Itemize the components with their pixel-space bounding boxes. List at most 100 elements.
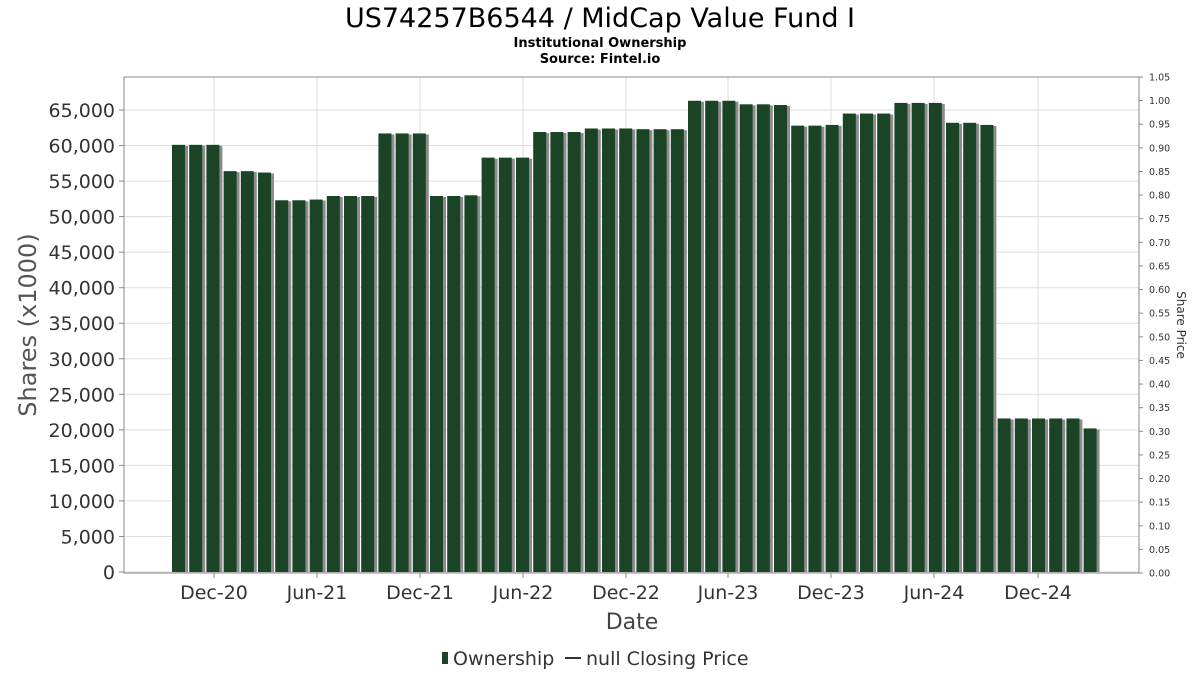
ownership-bar	[275, 200, 289, 572]
y2-tick-label: 0.55	[1149, 309, 1170, 320]
y2-tick-label: 0.75	[1149, 214, 1170, 225]
ownership-bar	[189, 144, 203, 572]
ownership-bar	[258, 172, 271, 572]
ownership-bar	[1066, 418, 1080, 572]
ownership-bar	[791, 125, 805, 572]
ownership-bar	[928, 102, 942, 573]
x-tick-label: Dec-22	[592, 582, 660, 604]
y2-tick-label: 0.05	[1149, 545, 1170, 556]
y-tick-label: 30,000	[49, 349, 115, 371]
y-tick-label: 10,000	[49, 491, 115, 513]
ownership-bar	[533, 132, 547, 572]
ownership-bar	[670, 129, 684, 572]
legend-price-label: null Closing Price	[586, 648, 749, 670]
y-tick-label: 25,000	[49, 384, 115, 406]
ownership-bar	[464, 195, 478, 573]
y2-tick-label: 0.00	[1149, 569, 1170, 580]
ownership-bar	[1032, 418, 1045, 572]
y2-tick-label: 0.15	[1149, 498, 1170, 509]
x-axis: Dec-20 Jun-21 Dec-21 Jun-22 Dec-22 Jun-23 Dec-…	[180, 573, 1072, 604]
x-tick-label: Dec-23	[797, 582, 865, 604]
y-tick-label: 65,000	[49, 100, 115, 122]
ownership-bar	[602, 128, 615, 573]
ownership-bar	[963, 122, 977, 572]
legend-ownership-swatch	[442, 652, 448, 664]
ownership-bar	[842, 113, 856, 573]
ownership-bar	[1049, 418, 1063, 572]
y-tick-label: 60,000	[49, 136, 115, 158]
ownership-bar	[344, 196, 357, 572]
y2-tick-label: 0.45	[1149, 356, 1170, 367]
ownership-bar	[395, 133, 409, 572]
ownership-bar	[808, 125, 822, 572]
ownership-bar	[567, 132, 581, 572]
ownership-bar	[550, 132, 564, 572]
y2-tick-label: 0.20	[1149, 474, 1170, 485]
ownership-bar	[653, 129, 667, 572]
y2-tick-label: 0.40	[1149, 380, 1170, 391]
ownership-bar	[705, 100, 719, 572]
ownership-bar	[412, 133, 426, 572]
legend: Ownership null Closing Price	[442, 648, 749, 670]
ownership-bar	[223, 171, 237, 572]
x-tick-label: Jun-23	[697, 582, 759, 604]
ownership-bar	[378, 133, 392, 572]
ownership-bar	[516, 157, 529, 573]
y-tick-label: 40,000	[49, 278, 115, 300]
ownership-bar	[498, 157, 512, 573]
ownership-bar	[894, 102, 908, 573]
bars-group	[172, 100, 1100, 573]
legend-ownership-label: Ownership	[453, 648, 554, 670]
y2-axis-label: Share Price	[1174, 291, 1188, 359]
x-axis-label: Date	[606, 610, 659, 635]
y-tick-label: 0	[103, 562, 115, 584]
chart-source: Source: Fintel.io	[540, 52, 661, 67]
y2-tick-label: 0.25	[1149, 450, 1170, 461]
ownership-bar	[1014, 418, 1028, 572]
ownership-bar	[172, 144, 185, 572]
ownership-bar	[619, 128, 633, 573]
y2-tick-label: 0.35	[1149, 403, 1170, 414]
y2-tick-label: 0.60	[1149, 285, 1170, 296]
ownership-bar	[860, 113, 873, 573]
ownership-bar	[1083, 428, 1097, 572]
ownership-bar	[447, 196, 461, 572]
y2-tick-label: 0.50	[1149, 332, 1170, 343]
ownership-bar	[911, 102, 925, 573]
x-tick-label: Jun-24	[903, 582, 965, 604]
ownership-bar	[997, 418, 1011, 572]
ownership-bar	[739, 104, 753, 572]
x-tick-label: Jun-22	[492, 582, 554, 604]
y2-tick-label: 0.80	[1149, 191, 1170, 202]
y2-tick-label: 0.10	[1149, 521, 1170, 532]
y-tick-label: 55,000	[49, 171, 115, 193]
ownership-bar	[774, 105, 787, 573]
x-tick-label: Dec-24	[1004, 582, 1072, 604]
ownership-bar	[292, 200, 306, 572]
y-tick-label: 50,000	[49, 207, 115, 229]
y-tick-label: 35,000	[49, 313, 115, 335]
y-tick-label: 15,000	[49, 455, 115, 477]
ownership-bar	[722, 100, 736, 572]
y2-tick-label: 0.90	[1149, 143, 1170, 154]
ownership-bar	[309, 199, 323, 572]
ownership-bar	[756, 104, 770, 572]
y2-tick-label: 0.30	[1149, 427, 1170, 438]
ownership-bar	[980, 124, 994, 573]
y-tick-label: 5,000	[61, 526, 115, 548]
chart-title: US74257B6544 / MidCap Value Fund I	[345, 3, 855, 34]
ownership-bar	[688, 100, 701, 572]
y2-tick-label: 0.95	[1149, 120, 1170, 131]
y2-tick-label: 0.85	[1149, 167, 1170, 178]
y-tick-label: 20,000	[49, 420, 115, 442]
x-tick-label: Jun-21	[286, 582, 348, 604]
x-tick-label: Dec-20	[180, 582, 248, 604]
ownership-bar	[240, 171, 254, 572]
y2-axis: 0.00 0.05 0.10 0.15 0.20 0.25 0.30 0.35 0.40 0.45…	[1139, 73, 1170, 580]
ownership-bar	[877, 113, 891, 573]
ownership-bar	[584, 128, 598, 573]
ownership-bar	[326, 196, 340, 572]
ownership-bar	[430, 196, 443, 572]
ownership-bar	[946, 122, 959, 572]
